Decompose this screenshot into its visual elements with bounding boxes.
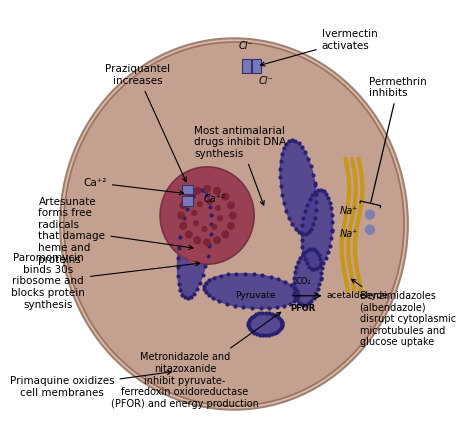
Circle shape: [222, 194, 228, 200]
Text: Paromomycin
binds 30s
ribosome and
blocks protein
synthesis: Paromomycin binds 30s ribosome and block…: [11, 253, 200, 310]
Text: Artesunate
forms free
radicals
that damage
heme and
proteins: Artesunate forms free radicals that dama…: [38, 197, 193, 265]
Ellipse shape: [64, 42, 404, 406]
Text: Pyruvate: Pyruvate: [235, 291, 275, 300]
Circle shape: [212, 224, 217, 229]
Ellipse shape: [60, 39, 408, 409]
Polygon shape: [204, 274, 298, 309]
Circle shape: [228, 223, 234, 229]
Text: Most antimalarial
drugs inhibit DNA
synthesis: Most antimalarial drugs inhibit DNA synt…: [194, 126, 286, 205]
Text: Ivermectin
activates: Ivermectin activates: [261, 30, 377, 66]
Polygon shape: [280, 140, 316, 234]
Circle shape: [214, 188, 220, 194]
Text: Praziquantel
increases: Praziquantel increases: [105, 65, 186, 181]
Circle shape: [185, 194, 192, 200]
Circle shape: [178, 212, 184, 219]
Circle shape: [180, 223, 187, 229]
Circle shape: [192, 211, 197, 215]
Circle shape: [216, 206, 220, 211]
Text: Na⁺: Na⁺: [339, 206, 358, 216]
Circle shape: [218, 216, 222, 220]
Circle shape: [198, 202, 202, 207]
Circle shape: [185, 231, 192, 238]
Circle shape: [222, 231, 228, 238]
Polygon shape: [177, 190, 211, 298]
Circle shape: [194, 237, 201, 244]
Circle shape: [365, 210, 374, 219]
Text: Cl⁻: Cl⁻: [239, 41, 254, 51]
Text: Cl⁻: Cl⁻: [258, 76, 273, 86]
Text: acetaldehyde: acetaldehyde: [327, 291, 388, 300]
Text: Na⁺: Na⁺: [339, 229, 358, 239]
FancyBboxPatch shape: [242, 59, 251, 73]
Text: Permethrin
inhibits: Permethrin inhibits: [360, 77, 427, 208]
Text: Benzimidazoles
(albendazole)
disrupt cytoplasmic
microtubules and
glucose uptake: Benzimidazoles (albendazole) disrupt cyt…: [352, 279, 456, 348]
Ellipse shape: [160, 167, 254, 264]
Circle shape: [228, 202, 234, 209]
Polygon shape: [294, 249, 321, 305]
Circle shape: [204, 239, 210, 246]
Circle shape: [180, 202, 187, 209]
FancyBboxPatch shape: [252, 59, 261, 73]
Text: Ca⁺²: Ca⁺²: [83, 178, 184, 195]
Circle shape: [194, 221, 199, 225]
Circle shape: [207, 200, 212, 205]
Circle shape: [194, 188, 201, 194]
Text: CO₂: CO₂: [295, 277, 311, 286]
Text: Ca⁺²: Ca⁺²: [204, 194, 226, 204]
Polygon shape: [301, 190, 332, 269]
Circle shape: [365, 225, 374, 234]
FancyBboxPatch shape: [182, 196, 193, 206]
Circle shape: [202, 227, 207, 231]
Text: Primaquine oxidizes
cell membranes: Primaquine oxidizes cell membranes: [10, 370, 172, 398]
Text: PFOR: PFOR: [290, 304, 316, 313]
FancyBboxPatch shape: [182, 185, 193, 194]
Circle shape: [229, 212, 236, 219]
Circle shape: [204, 185, 210, 192]
Circle shape: [214, 237, 220, 244]
Text: Metronidazole and
nitazoxanide
inhibit pyruvate-
ferredoxin oxidoreductase
(PFOR: Metronidazole and nitazoxanide inhibit p…: [111, 312, 281, 409]
Polygon shape: [248, 313, 282, 336]
